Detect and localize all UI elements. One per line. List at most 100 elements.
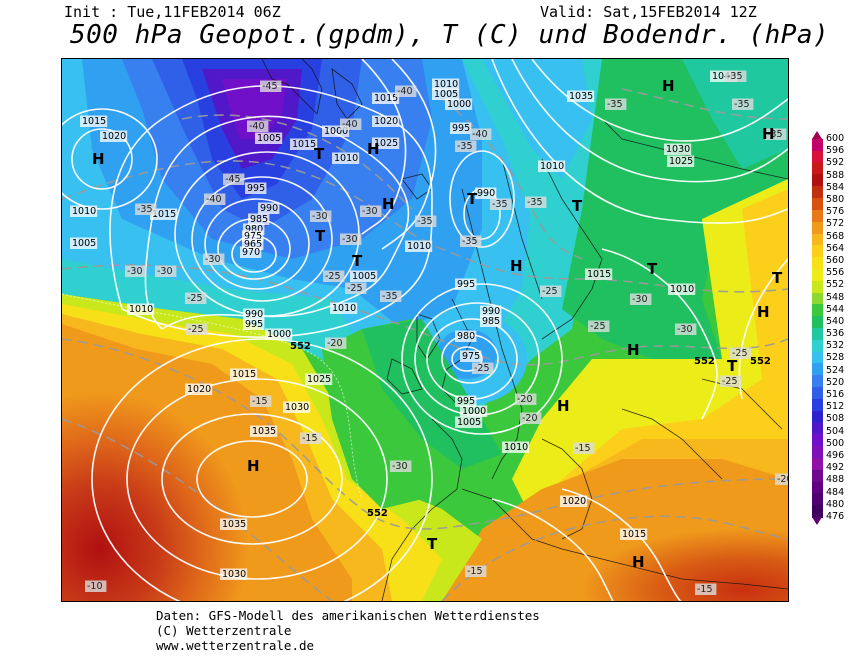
isotherm-label: -30 (127, 266, 143, 277)
legend-swatch (812, 339, 823, 353)
isotherm-label: -45 (225, 174, 241, 185)
isobar-label: 1010 (670, 284, 694, 295)
isotherm-label-bg (573, 442, 595, 454)
isotherm-label-bg (588, 320, 610, 332)
isobar-label: 1010 (334, 153, 358, 164)
legend-label: 492 (826, 462, 845, 474)
isotherm-label: -35 (734, 99, 750, 110)
legend-swatch (812, 363, 823, 376)
isobar-label-bg (372, 92, 400, 104)
high-pressure-mark: H (762, 125, 775, 143)
isotherm-label: -35 (492, 199, 508, 210)
isobar-label: 1000 (462, 406, 486, 417)
isotherm-label: -40 (472, 129, 488, 140)
legend-swatch (812, 162, 823, 175)
isotherm-label-bg (725, 70, 747, 82)
legend-swatch (812, 422, 823, 435)
isobar-label: 1000 (447, 99, 471, 110)
isobar-label: 1010 (407, 241, 431, 252)
isobar-label: 1010 (434, 79, 458, 90)
high-pressure-mark: H (662, 77, 675, 95)
isobar-label-bg (220, 518, 248, 530)
isobar-label: 1020 (187, 384, 211, 395)
isobar-label-bg (70, 237, 98, 249)
isobar-label-bg (455, 278, 477, 290)
isobar-label-bg (242, 230, 264, 242)
footer-website-link[interactable]: www.wetterzentrale.de (156, 638, 315, 653)
legend-label: 520 (826, 376, 845, 388)
isotherm-label: -40 (342, 119, 358, 130)
isobar-label: 990 (245, 309, 263, 320)
isotherm-label-bg (325, 337, 347, 349)
isotherm-label-bg (345, 282, 367, 294)
isobar-label: 990 (477, 188, 495, 199)
isotherm-label: -25 (187, 293, 203, 304)
legend-arrow-bottom (812, 517, 822, 525)
isobar-label: 1035 (252, 426, 276, 437)
isobar-label-bg (243, 318, 265, 330)
legend-label: 512 (826, 401, 845, 413)
isotherm-label: -25 (188, 324, 204, 335)
isotherm-label-bg (765, 128, 787, 140)
isobar-label: 995 (247, 183, 265, 194)
isotherm-label-bg (465, 565, 487, 577)
legend-color-bar (812, 139, 823, 518)
isobar-label: 1005 (257, 133, 281, 144)
isobar-label: 1005 (457, 417, 481, 428)
legend-label: 476 (826, 511, 845, 522)
chart-title: 500 hPa Geopot.(gpdm), T (C) und Bodendr… (70, 20, 830, 50)
legend-swatch (812, 257, 823, 270)
isotherm-label-bg (390, 460, 412, 472)
isobar-label-bg (322, 125, 350, 137)
legend-swatch (812, 139, 823, 152)
footer-data-source: Daten: GFS-Modell des amerikanischen Wet… (156, 608, 540, 623)
high-pressure-mark: H (247, 457, 260, 475)
isobar-label: 1005 (72, 238, 96, 249)
isotherm-label-bg (360, 205, 382, 217)
isobar-label: 1020 (374, 116, 398, 127)
isotherm-label-bg (520, 412, 542, 424)
legend-swatch (812, 150, 823, 164)
high-pressure-mark: H (382, 195, 395, 213)
isobar-label-bg (240, 246, 262, 258)
legend-swatch (812, 268, 823, 282)
isotherm-label-bg (125, 265, 147, 277)
high-pressure-mark: H (632, 553, 645, 571)
isobar-label: 1000 (267, 329, 291, 340)
isobar-label: 995 (457, 279, 475, 290)
legend-swatch (812, 410, 823, 423)
legend-label: 580 (826, 193, 845, 205)
isobar-label-bg (560, 495, 588, 507)
isobar-label-bg (567, 90, 595, 102)
isotherm-label: -35 (417, 216, 433, 227)
isotherm-label-bg (395, 85, 417, 97)
isotherm-label: -25 (590, 321, 606, 332)
isobar-label: 1035 (569, 91, 593, 102)
isobar-label: 1040 (712, 71, 736, 82)
geopotential-552-label: 552 (694, 356, 715, 367)
isobar-label: 1010 (72, 206, 96, 217)
legend-label: 480 (826, 498, 845, 510)
isobar-label-bg (432, 78, 460, 90)
isobar-label: 975 (462, 351, 480, 362)
legend-swatch (812, 280, 823, 294)
isobar-label-bg (127, 303, 155, 315)
isotherm-label: -45 (262, 81, 278, 92)
isotherm-label: -15 (575, 443, 591, 454)
low-pressure-mark: T (315, 227, 326, 245)
isobar-label: 1010 (540, 161, 564, 172)
isobar-label-bg (450, 122, 472, 134)
legend-swatch (812, 469, 823, 483)
high-pressure-mark: H (92, 150, 105, 168)
isobar-label: 995 (245, 319, 263, 330)
isotherm-label-bg (455, 140, 477, 152)
isobar-label: 980 (245, 224, 263, 235)
legend-label: 516 (826, 389, 845, 401)
isotherm-label: -30 (392, 461, 408, 472)
isobar-label-bg (668, 283, 696, 295)
isotherm-label: -30 (362, 206, 378, 217)
legend-label: 584 (826, 181, 845, 193)
isobar-label: 1000 (324, 126, 348, 137)
isotherm-label-bg (155, 265, 177, 277)
